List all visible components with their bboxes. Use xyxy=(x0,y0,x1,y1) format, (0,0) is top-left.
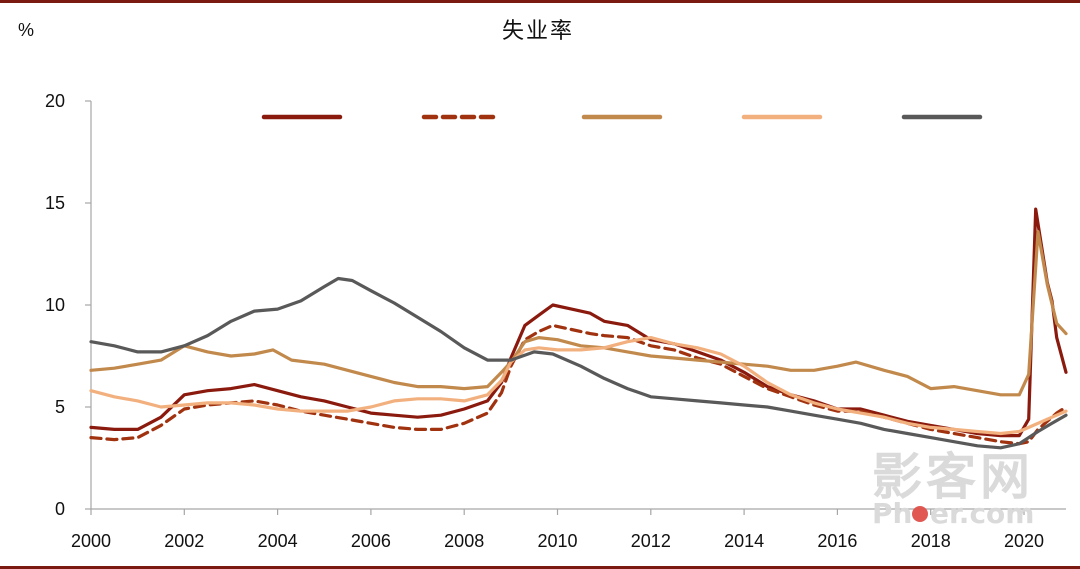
axes xyxy=(85,100,1066,515)
x-tick-label: 2002 xyxy=(164,531,204,551)
watermark-en-before: Ph xyxy=(872,497,912,530)
watermark-dot-icon xyxy=(912,506,928,522)
x-tick-label: 2010 xyxy=(537,531,577,551)
watermark-en: Ph er.com xyxy=(872,497,1034,530)
chart-title: 失业率 xyxy=(502,19,574,44)
x-tick-label: 2012 xyxy=(631,531,671,551)
y-tick-label: 10 xyxy=(45,295,65,315)
series-line-5 xyxy=(89,276,1068,450)
watermark-cn: 影客网 xyxy=(872,448,1034,506)
frame-bottom-border xyxy=(0,566,1080,569)
series-line-3 xyxy=(89,230,1068,397)
series-lines xyxy=(89,207,1068,450)
x-tick-label: 2016 xyxy=(817,531,857,551)
y-tick-label: 5 xyxy=(55,397,65,417)
watermark: 影客网 Ph er.com xyxy=(872,448,1034,530)
x-tick-label: 2000 xyxy=(71,531,111,551)
x-tick-label: 2006 xyxy=(351,531,391,551)
y-tick-label: 0 xyxy=(55,499,65,519)
x-tick-label: 2008 xyxy=(444,531,484,551)
series-line-1 xyxy=(89,207,1068,438)
watermark-en-after: er.com xyxy=(930,497,1034,530)
series-line-4 xyxy=(89,336,1068,436)
y-unit-label: % xyxy=(18,20,34,40)
series-line-2 xyxy=(89,323,1068,446)
x-tick-label: 2020 xyxy=(1004,531,1044,551)
y-tick-label: 20 xyxy=(45,91,65,111)
x-tick-label: 2004 xyxy=(258,531,298,551)
tick-labels: 0 5 10 15 20 2000 2002 2004 2006 2008 2010 2012 2014… xyxy=(45,91,1044,551)
frame-top-border xyxy=(0,0,1080,3)
x-tick-label: 2014 xyxy=(724,531,764,551)
y-tick-label: 15 xyxy=(45,193,65,213)
x-tick-label: 2018 xyxy=(911,531,951,551)
